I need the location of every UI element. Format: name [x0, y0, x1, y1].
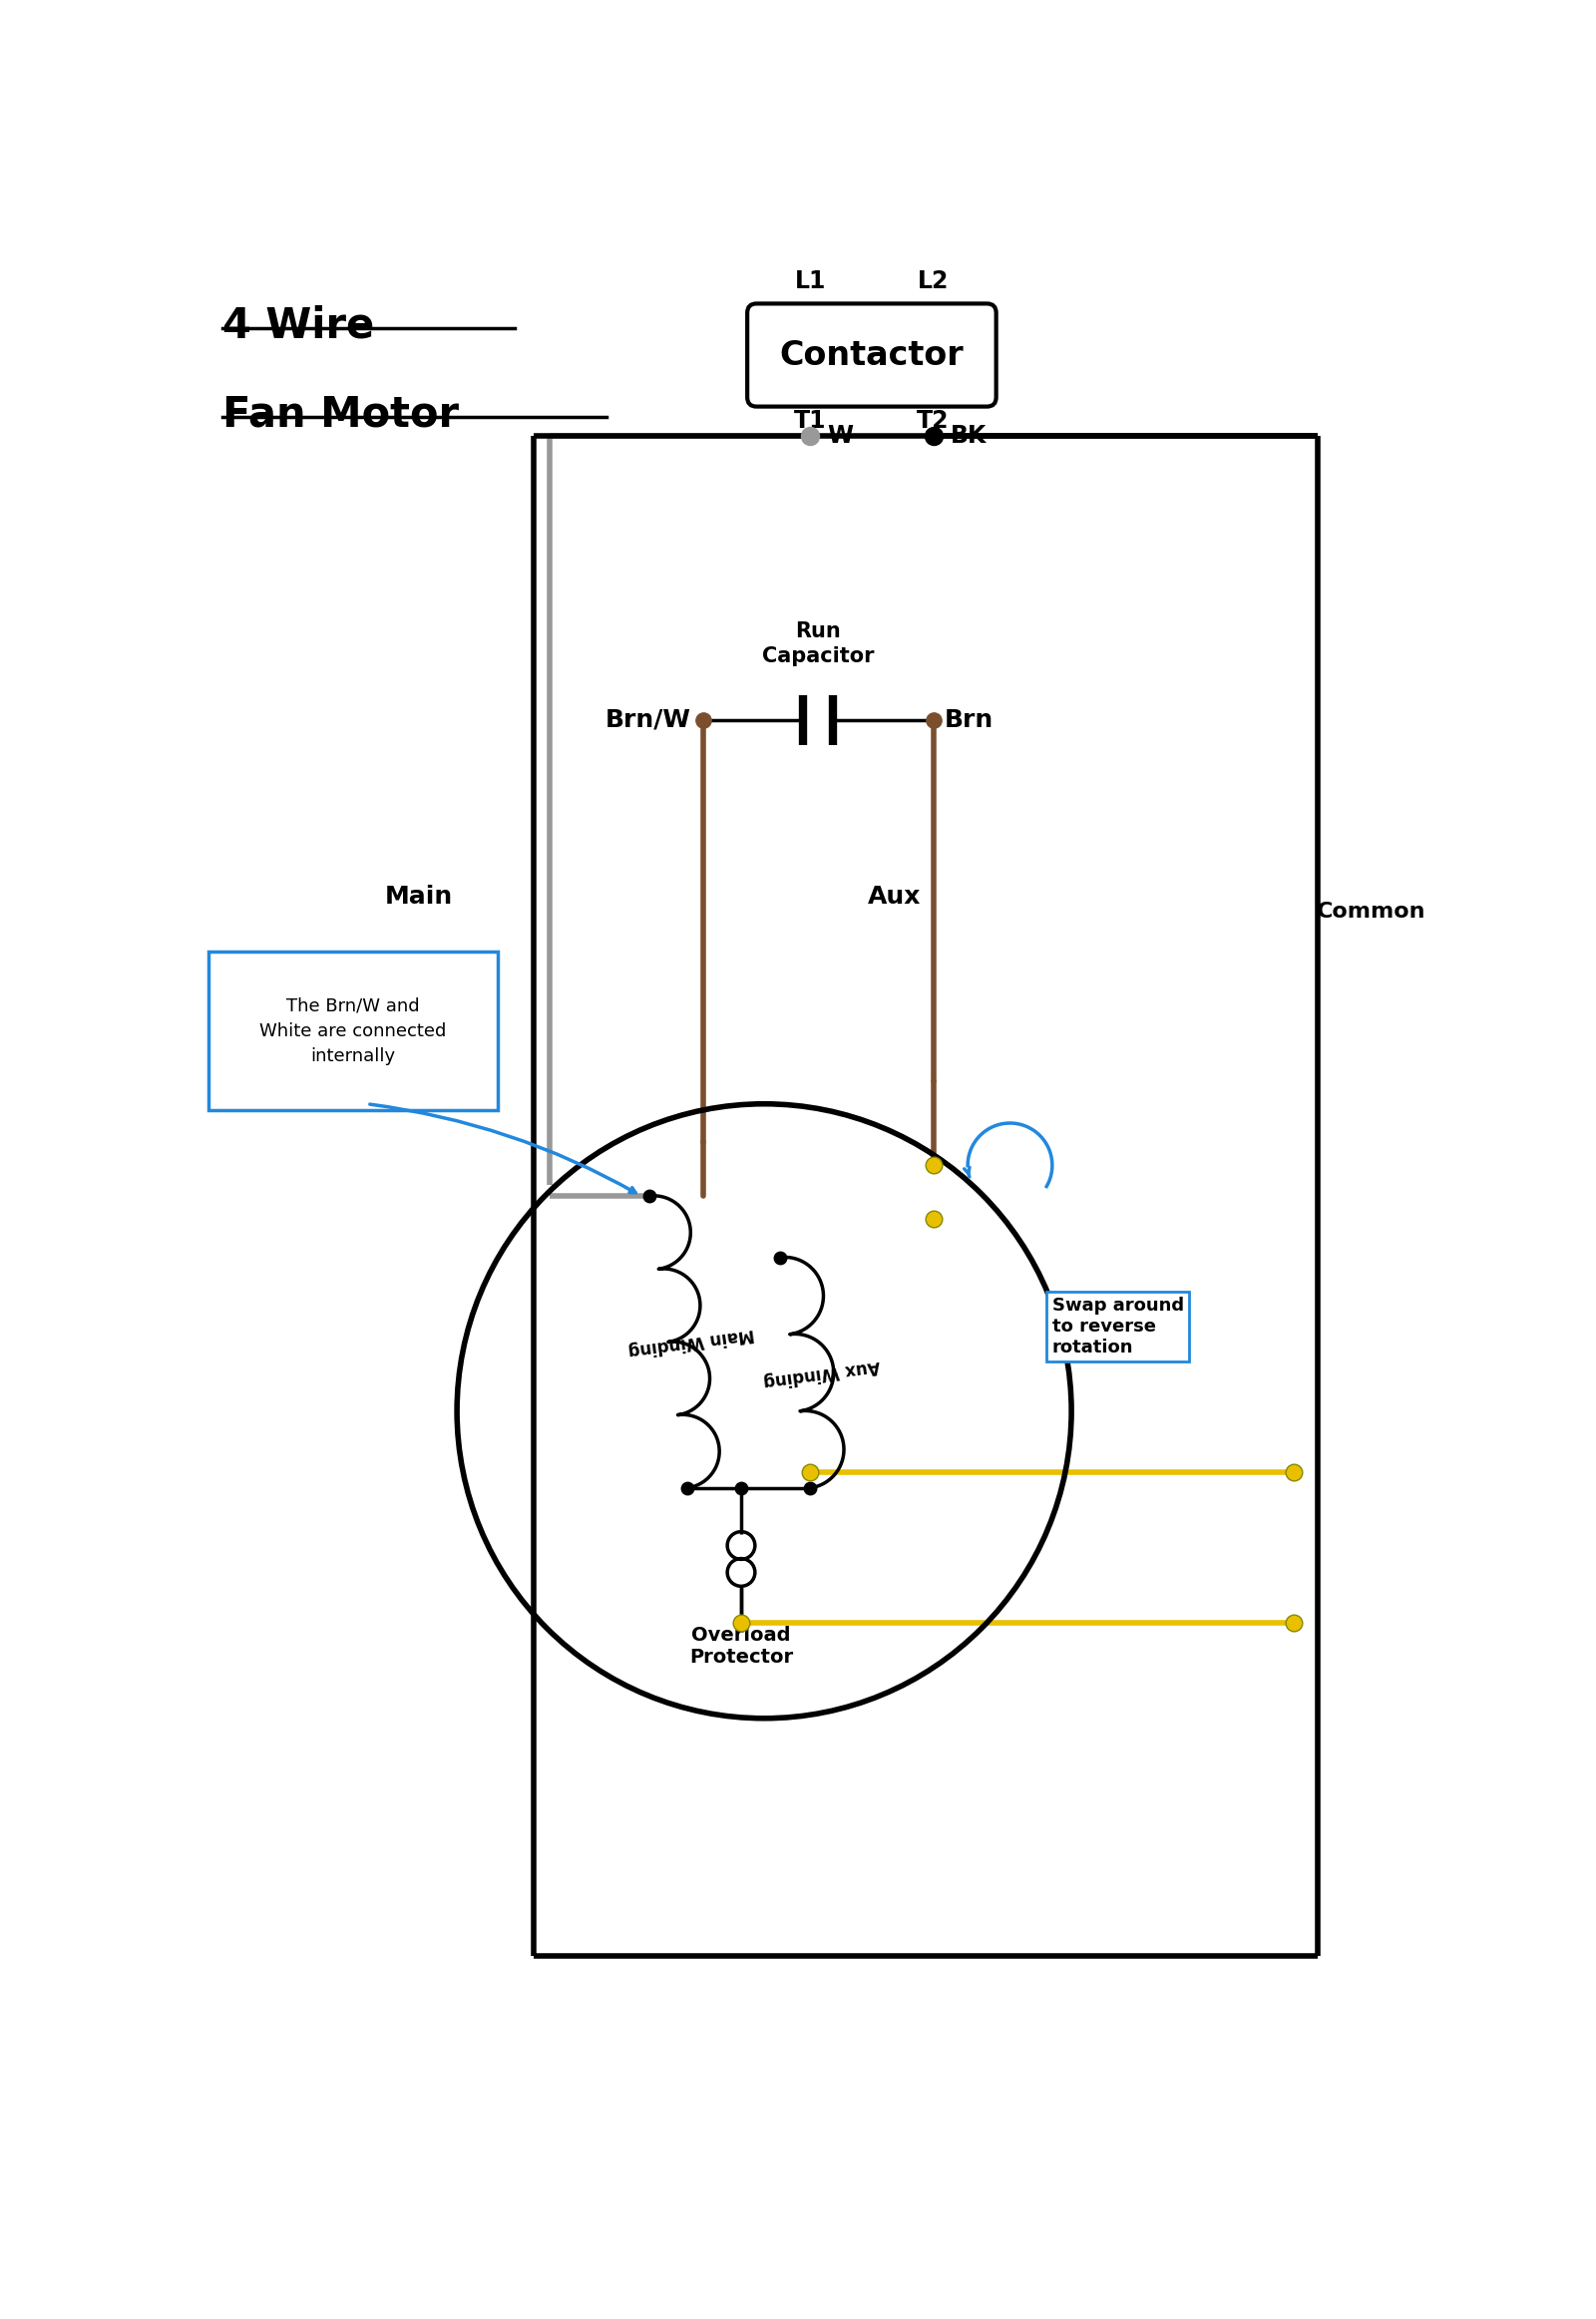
Text: Aux: Aux: [868, 884, 921, 909]
Text: The Brn/W and
White are connected
internally: The Brn/W and White are connected intern…: [260, 997, 447, 1064]
Text: T1: T1: [795, 408, 827, 434]
Text: L1: L1: [795, 269, 825, 295]
Text: Brn/W: Brn/W: [605, 707, 691, 733]
FancyBboxPatch shape: [209, 951, 498, 1111]
Text: Brn: Brn: [945, 707, 994, 733]
Text: Main: Main: [385, 884, 453, 909]
Text: L2: L2: [918, 269, 948, 295]
Text: 4 Wire: 4 Wire: [223, 306, 375, 348]
Text: Contactor: Contactor: [779, 339, 964, 371]
Text: Main Winding: Main Winding: [627, 1324, 755, 1359]
Text: Swap around
to reverse
rotation: Swap around to reverse rotation: [1052, 1296, 1184, 1357]
Text: Run
Capacitor: Run Capacitor: [761, 621, 875, 666]
Text: BK: BK: [950, 424, 986, 448]
FancyBboxPatch shape: [747, 304, 996, 406]
Text: Aux Winding: Aux Winding: [763, 1357, 881, 1389]
Text: Overload
Protector: Overload Protector: [689, 1626, 793, 1667]
Text: T2: T2: [918, 408, 950, 434]
Text: Fan Motor: Fan Motor: [223, 394, 460, 436]
Text: Common: Common: [1317, 902, 1425, 923]
Text: W: W: [827, 424, 854, 448]
